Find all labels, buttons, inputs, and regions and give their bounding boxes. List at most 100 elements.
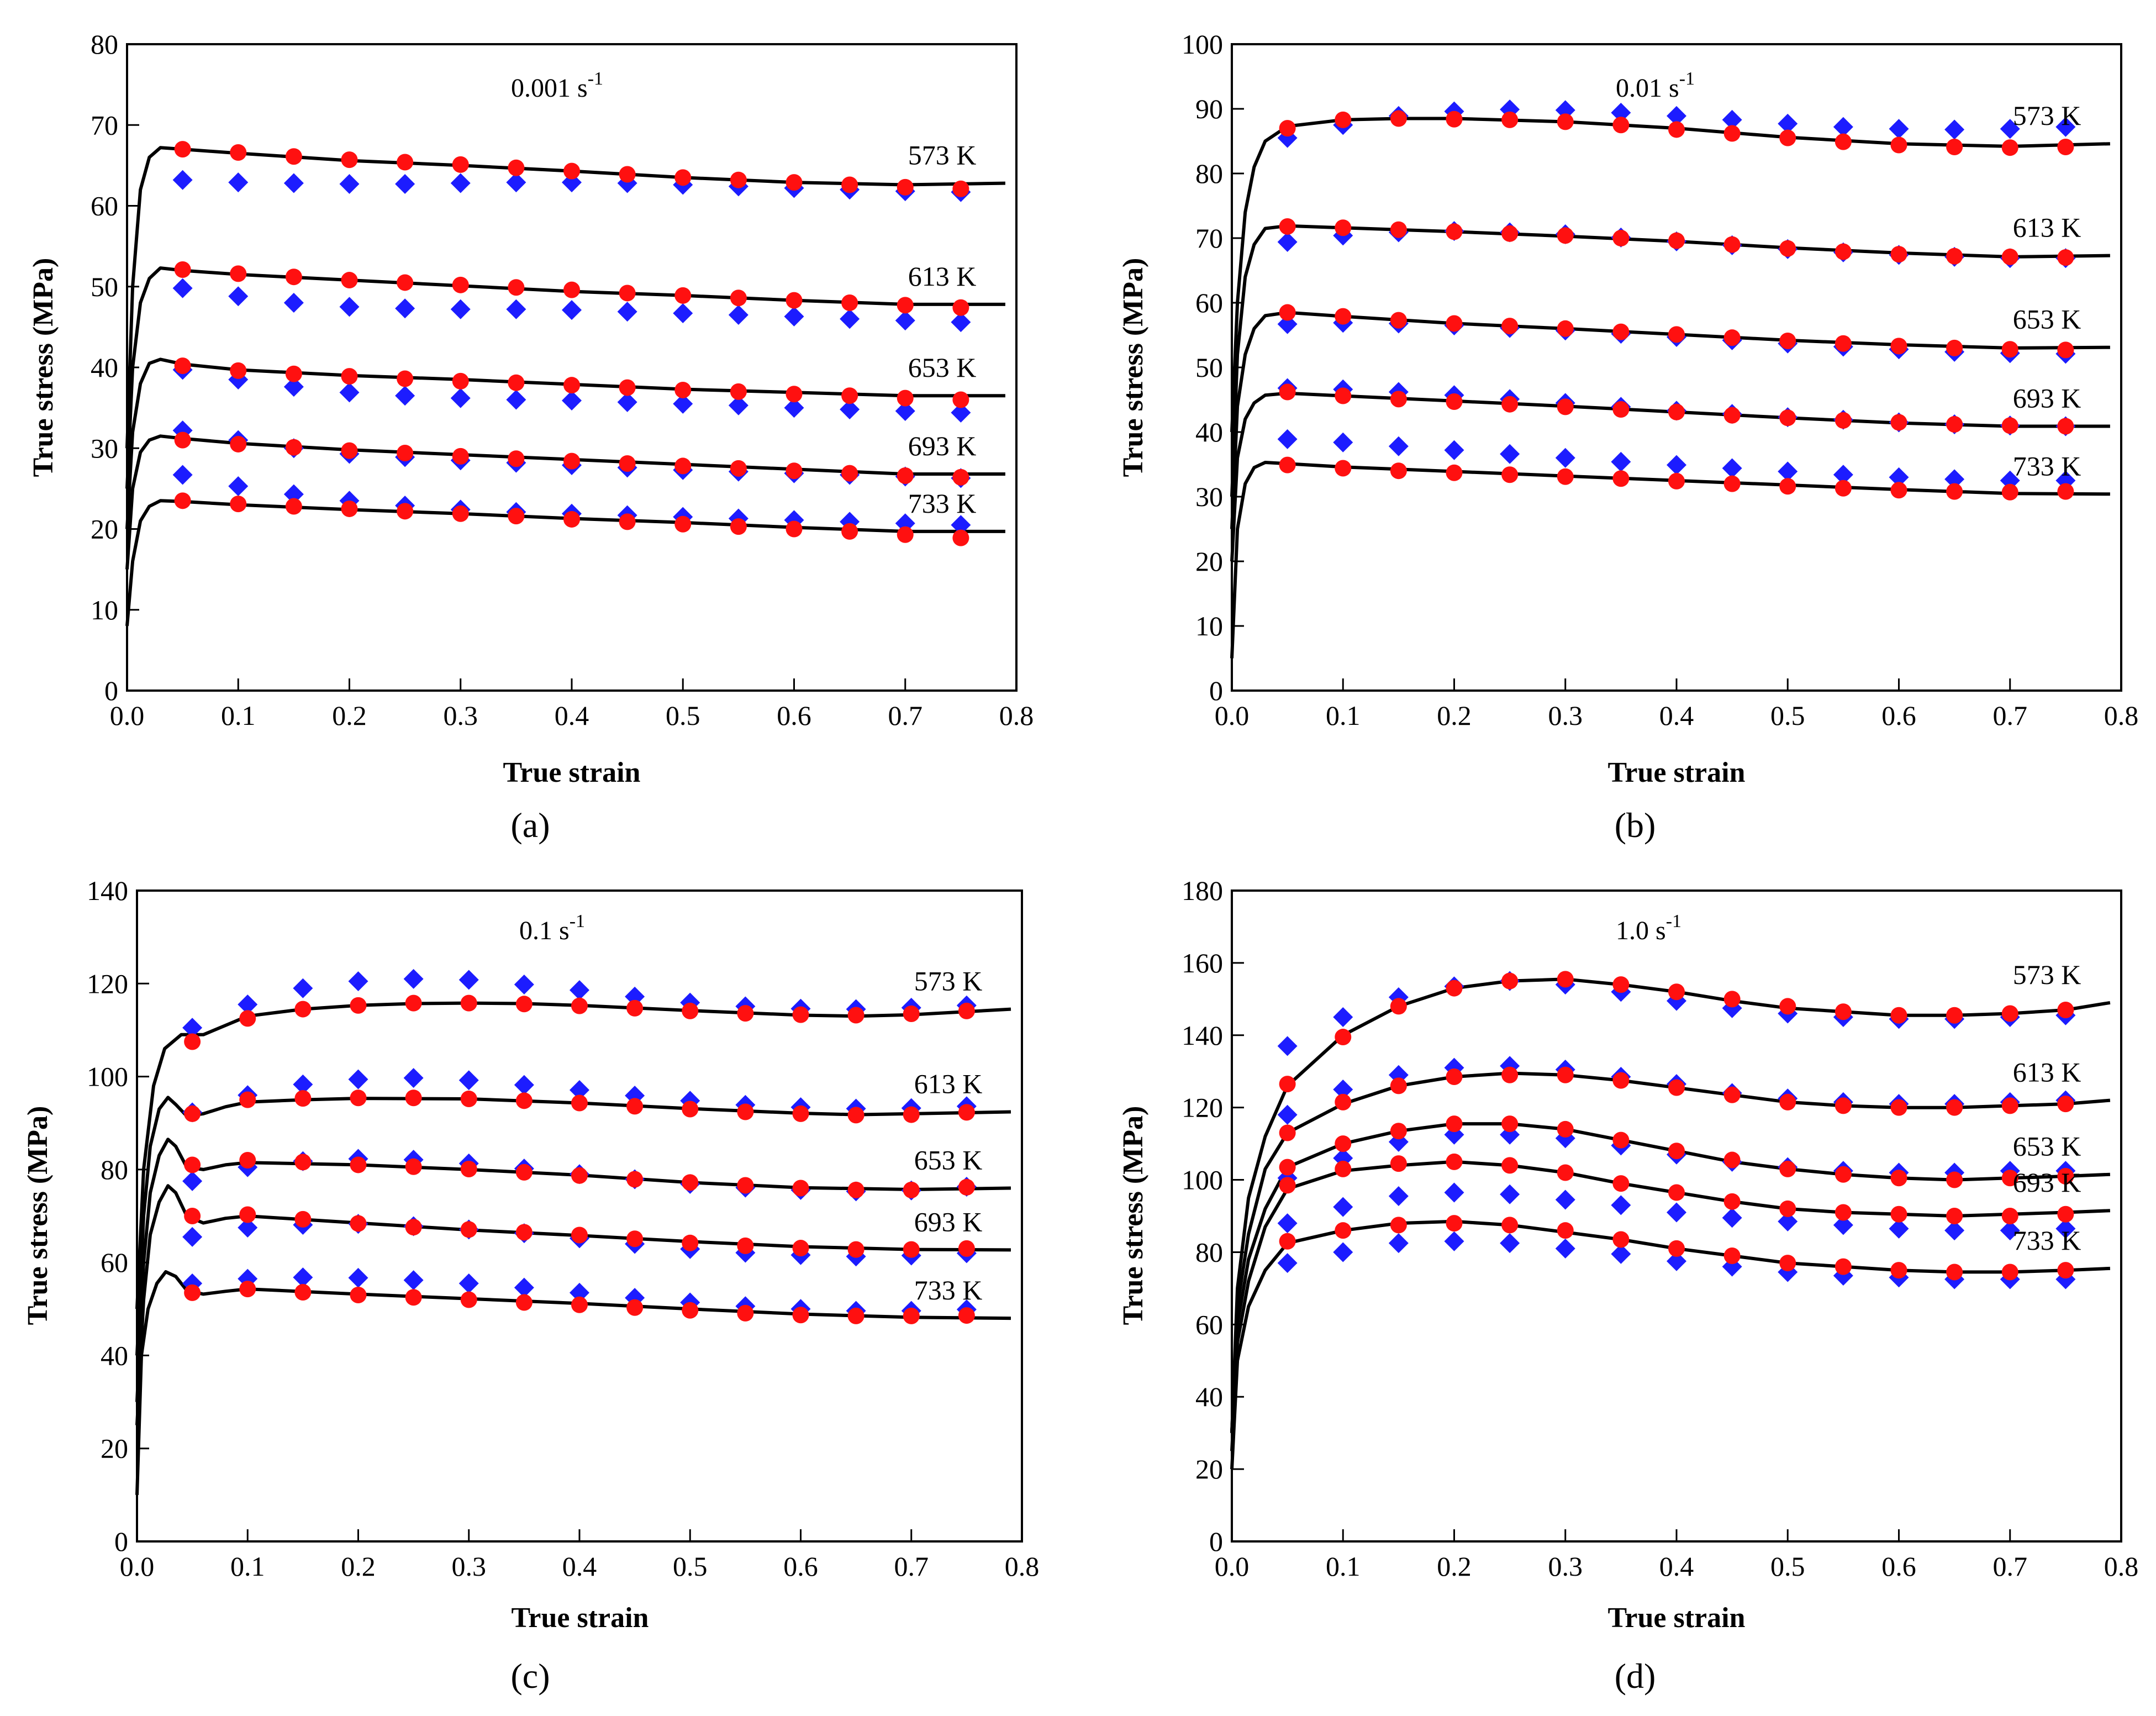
panel-b-circle-733k — [1612, 470, 1630, 487]
panel-c-x-tick-label: 0.1 — [230, 1551, 265, 1582]
panel-c-circle-573k — [405, 994, 422, 1012]
panel-d-y-tick-label: 80 — [1195, 1236, 1223, 1267]
panel-b-circle-573k — [1557, 113, 1574, 130]
panel-c-circle-653k — [405, 1158, 422, 1175]
panel-c-circle-733k — [737, 1304, 754, 1322]
panel-b-circle-653k — [1446, 315, 1463, 332]
panel-b-diamond-733k — [1833, 465, 1853, 485]
panel-b-circle-733k — [2057, 483, 2074, 500]
panel-c-circle-653k — [184, 1156, 201, 1173]
panel-a-label-733k: 733 K — [908, 488, 977, 519]
panel-d-circle-733k — [1668, 1240, 1685, 1257]
panel-a-x-tick-label: 0.8 — [999, 700, 1034, 731]
panel-d-circle-693k — [1501, 1157, 1519, 1174]
panel-d-diamond-693k — [1833, 1215, 1853, 1235]
panel-c-x-tick-label: 0.4 — [562, 1551, 597, 1582]
panel-a-label-573k: 573 K — [908, 140, 977, 171]
panel-a-circle-613k — [730, 289, 747, 307]
panel-d-circle-733k — [1612, 1231, 1630, 1248]
panel-b-y-tick-label: 0 — [1209, 675, 1223, 706]
panel-b-circle-653k — [1557, 320, 1574, 337]
panel-d-label-653k: 653 K — [2013, 1131, 2081, 1162]
panel-b-circle-653k — [1335, 308, 1352, 325]
panel-c-circle-613k — [239, 1091, 256, 1108]
panel-a-diamond-613k — [562, 300, 582, 320]
panel-a-circle-733k — [897, 526, 914, 543]
panel-b-circle-733k — [1723, 475, 1741, 492]
panel-b-diamond-733k — [1611, 451, 1631, 472]
panel-c-strain-rate-label: 0.1 s-1 — [519, 911, 585, 945]
panel-d-circle-693k — [1390, 1155, 1407, 1172]
panel-a-caption: (a) — [510, 806, 550, 845]
panel-a-diamond-613k — [840, 309, 860, 329]
panel-a-circle-653k — [341, 368, 358, 385]
panel-b-x-tick-label: 0.2 — [1437, 700, 1472, 731]
panel-b-diamond-573k — [2000, 119, 2020, 139]
panel-b-circle-693k — [1890, 414, 1907, 431]
panel-b-circle-573k — [2057, 139, 2074, 156]
panel-d-circle-733k — [1723, 1247, 1741, 1264]
panel-c-circle-573k — [737, 1005, 754, 1022]
panel-a-diamond-653k — [450, 388, 471, 408]
panel-d-diamond-693k — [1444, 1182, 1464, 1203]
panel-b-circle-573k — [2001, 139, 2018, 156]
panel-a-diamond-573k — [506, 172, 526, 193]
panel-a-circle-693k — [897, 467, 914, 484]
panel-c-circle-653k — [792, 1180, 809, 1197]
panel-c-circle-573k — [626, 999, 644, 1017]
panel-a-circle-653k — [508, 374, 525, 391]
panel-d-diamond-733k — [1388, 1233, 1409, 1254]
panel-b-circle-733k — [1946, 483, 1963, 500]
panel-c-diamond-573k — [238, 994, 258, 1015]
panel-d-circle-573k — [1668, 983, 1685, 1001]
panel-b-circle-613k — [1446, 223, 1463, 240]
panel-a-circle-693k — [730, 460, 747, 477]
panel-c-diamond-733k — [403, 1270, 424, 1291]
panel-a-circle-573k — [897, 178, 914, 196]
panel-a-diamond-653k — [283, 377, 304, 397]
panel-d-circle-653k — [1390, 1123, 1407, 1140]
panel-c-circle-653k — [350, 1156, 367, 1173]
panel-c-circle-693k — [792, 1240, 809, 1257]
panel-d-circle-693k — [1779, 1200, 1796, 1217]
panel-d-circle-653k — [1446, 1115, 1463, 1133]
panel-d-diamond-733k — [1277, 1253, 1298, 1273]
panel-c-circle-573k — [350, 997, 367, 1014]
panel-d-circle-733k — [1835, 1258, 1852, 1275]
panel-d-circle-693k — [1335, 1160, 1352, 1177]
panel-b-y-tick-label: 20 — [1195, 546, 1223, 577]
panel-c-circle-613k — [294, 1090, 312, 1107]
panel-d-label-733k: 733 K — [2013, 1225, 2081, 1256]
panel-c-circle-573k — [571, 997, 588, 1014]
panel-b-circle-613k — [1835, 243, 1852, 260]
panel-b-diamond-733k — [1944, 469, 1965, 489]
panel-c-diamond-573k — [625, 986, 645, 1007]
panel-b-diamond-733k — [1778, 461, 1798, 482]
panel-c-circle-693k — [239, 1206, 256, 1223]
panel-b-circle-653k — [1723, 329, 1741, 346]
panel-b-circle-733k — [2001, 483, 2018, 501]
panel-a-circle-613k — [897, 297, 914, 314]
panel-d-circle-613k — [1501, 1066, 1519, 1083]
panel-d-circle-653k — [2057, 1168, 2074, 1185]
panel-a-circle-693k — [174, 431, 191, 449]
panel-a-circle-733k — [786, 520, 803, 538]
panel-d-circle-613k — [1612, 1072, 1630, 1089]
panel-a-circle-653k — [285, 365, 302, 382]
panel-c-strain-rate-exponent: -1 — [570, 911, 585, 931]
panel-b-y-tick-label: 50 — [1195, 352, 1223, 383]
panel-c-circle-613k — [460, 1090, 477, 1107]
panel-c-circle-733k — [294, 1283, 312, 1301]
panel-d-circle-653k — [1835, 1166, 1852, 1183]
panel-b-circle-613k — [1279, 218, 1296, 235]
panel-a-strain-rate-exponent: -1 — [588, 69, 603, 89]
panel-b-diamond-653k — [1277, 314, 1298, 334]
panel-d-diamond-693k — [1388, 1186, 1409, 1207]
panel-c-diamond-733k — [458, 1273, 479, 1294]
panel-d-x-tick-label: 0.2 — [1437, 1551, 1472, 1582]
panel-a-strain-rate-label: 0.001 s-1 — [511, 69, 603, 103]
panel-a-circle-573k — [341, 151, 358, 169]
panel-c-diamond-573k — [293, 978, 313, 998]
panel-a-circle-733k — [674, 515, 692, 533]
panel-a-y-tick-label: 30 — [91, 433, 118, 464]
